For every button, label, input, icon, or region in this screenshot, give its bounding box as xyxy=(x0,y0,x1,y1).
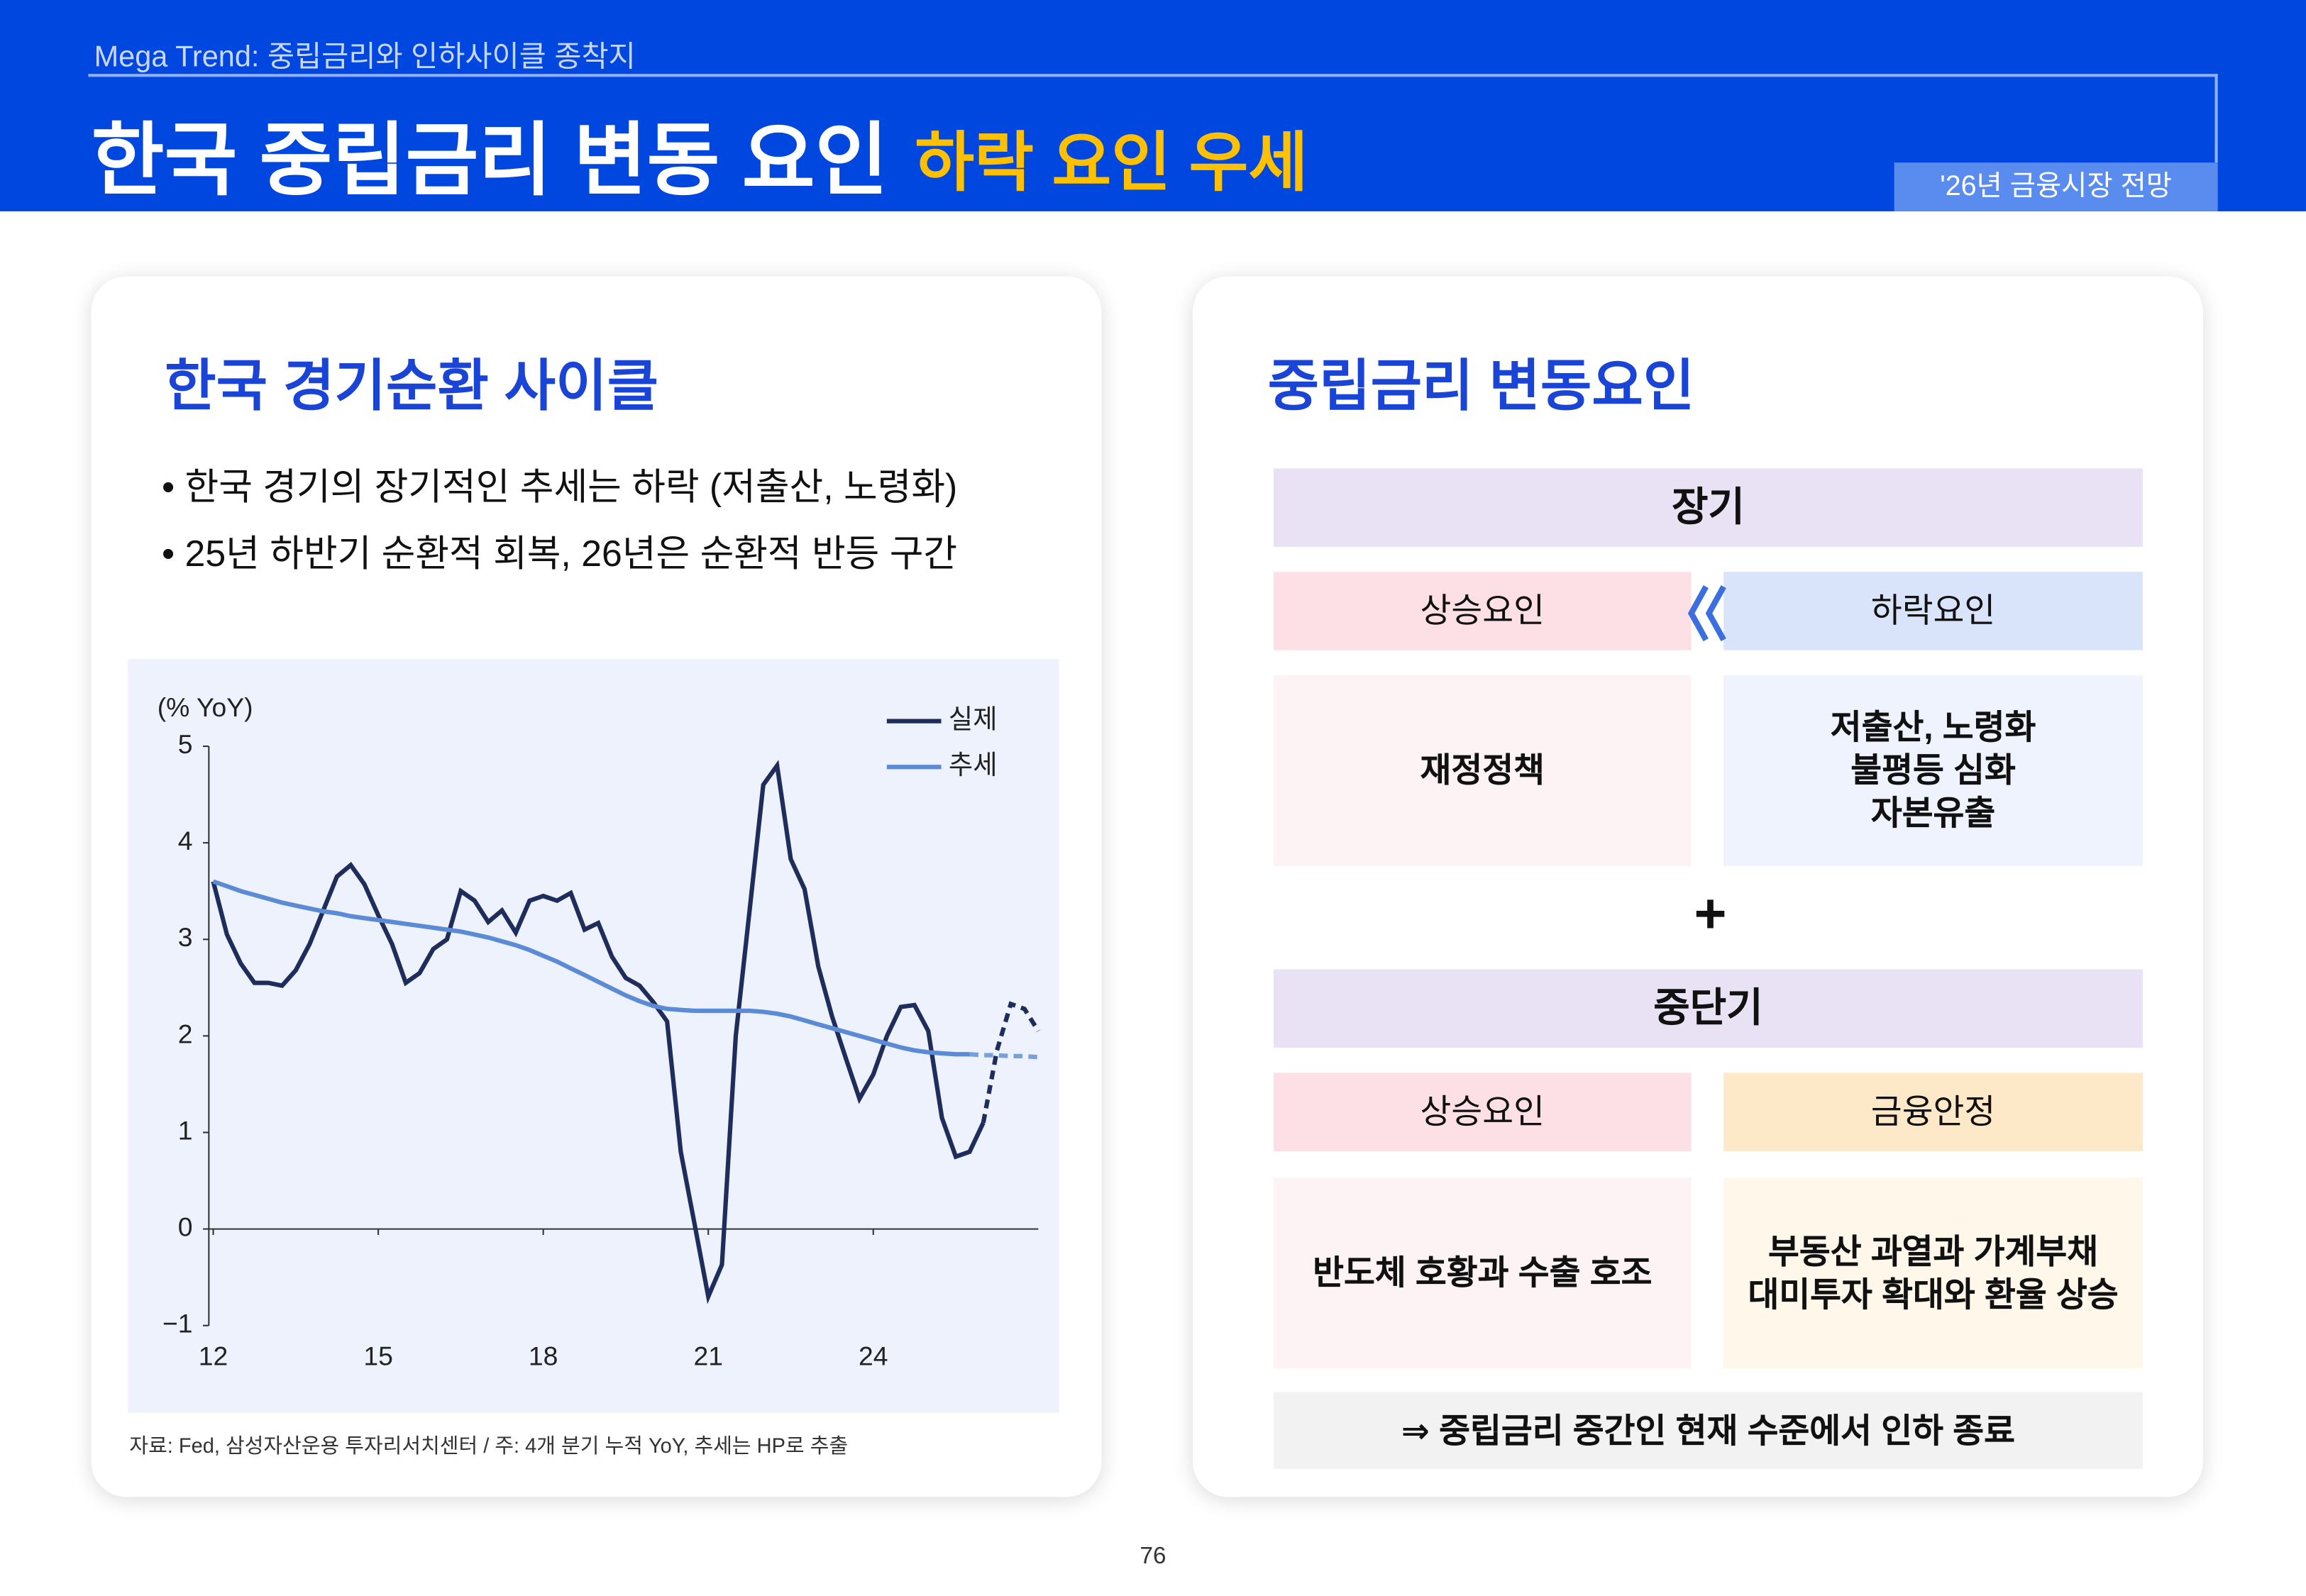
page-number: 76 xyxy=(1140,1544,1166,1570)
factor-box: 반도체 호황과 수출 호조 xyxy=(1273,1177,1692,1369)
plus-sign: + xyxy=(1694,883,1727,946)
header-tag: '26년 금융시장 전망 xyxy=(1894,162,2218,211)
y-tick-label: 1 xyxy=(178,1115,193,1145)
x-tick-label: 21 xyxy=(693,1341,722,1370)
factor-item: 저출산, 노령화 xyxy=(1830,707,2036,747)
line-series xyxy=(211,760,986,1304)
factor-item: 반도체 호황과 수출 호조 xyxy=(1313,1253,1653,1292)
y-tick-label: 4 xyxy=(178,826,193,855)
bullet: • 25년 하반기 순환적 회복, 26년은 순환적 반등 구간 xyxy=(161,533,958,575)
chevron-icon xyxy=(1687,585,1726,642)
section-header: 장기 xyxy=(1273,468,2143,547)
factor-label: 금융안정 xyxy=(1723,1073,2143,1151)
section-header: 중단기 xyxy=(1273,969,2143,1048)
factor-item: 재정정책 xyxy=(1420,750,1545,789)
header-title: 한국 중립금리 변동 요인 xyxy=(91,116,888,206)
x-tick-label: 12 xyxy=(199,1341,228,1370)
factor-label: 하락요인 xyxy=(1723,572,2143,650)
y-tick-label: 5 xyxy=(178,729,193,759)
y-tick-label: −1 xyxy=(162,1309,193,1339)
y-tick-label: 3 xyxy=(178,922,193,952)
factor-box: 재정정책 xyxy=(1273,675,1692,866)
factor-label: 상승요인 xyxy=(1273,1073,1692,1151)
x-tick-label: 15 xyxy=(363,1341,392,1370)
line-forecast xyxy=(969,1052,1039,1060)
y-tick-label: 0 xyxy=(178,1212,193,1241)
y-axis-label: (% YoY) xyxy=(158,692,253,722)
bullet: • 한국 경기의 장기적인 추세는 하락 (저출산, 노령화) xyxy=(161,467,958,509)
line-series xyxy=(212,879,970,1057)
factor-item: 자본유출 xyxy=(1870,793,1996,832)
factor-item: 대미투자 확대와 환율 상승 xyxy=(1748,1274,2119,1314)
header-highlight: 하락 요인 우세 xyxy=(915,127,1308,200)
legend-label: 실제 xyxy=(949,704,998,733)
header-frame xyxy=(88,74,2218,163)
factor-item: 불평등 심화 xyxy=(1850,750,2016,789)
line-forecast xyxy=(981,1001,1040,1124)
conclusion: ⇒ 중립금리 중간인 현재 수준에서 인하 종료 xyxy=(1273,1392,2143,1469)
chart-area: (% YoY) −1 0 1 2 3 4 5 12 15 18 21 24 실제 추세 xyxy=(128,659,1059,1413)
x-tick-label: 18 xyxy=(529,1341,558,1370)
y-tick-label: 2 xyxy=(178,1019,193,1048)
x-tick-label: 24 xyxy=(859,1341,888,1370)
legend-label: 추세 xyxy=(949,750,998,780)
panel-title: 중립금리 변동요인 xyxy=(1267,356,1695,419)
header-subtitle: Mega Trend: 중립금리와 인하사이클 종착지 xyxy=(94,41,636,74)
factor-item: 부동산 과열과 가계부채 xyxy=(1768,1231,2099,1270)
source-note: 자료: Fed, 삼성자산운용 투자리서치센터 / 주: 4개 분기 누적 Yo… xyxy=(129,1433,849,1458)
panel-title: 한국 경기순환 사이클 xyxy=(165,356,659,419)
factor-label: 상승요인 xyxy=(1273,572,1692,650)
